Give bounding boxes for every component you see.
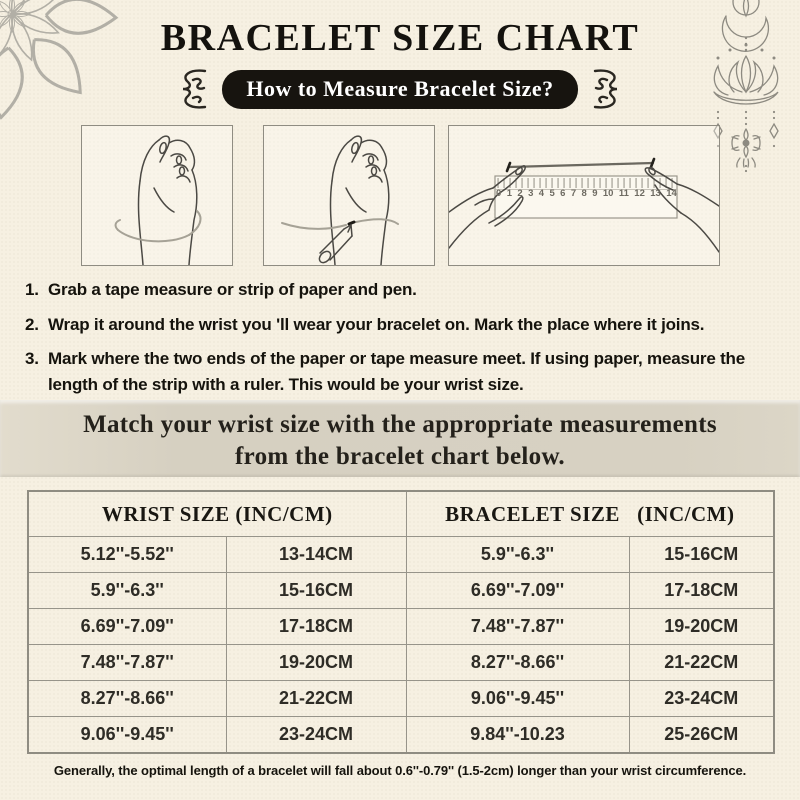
table-cell: 5.12''-5.52'' (27, 536, 227, 573)
table-cell: 17-18CM (225, 608, 407, 645)
step-number: 1. (25, 280, 39, 299)
step-2: 2. Wrap it around the wrist you 'll wear… (25, 312, 781, 338)
step-text: Wrap it around the wrist you 'll wear yo… (48, 314, 705, 334)
step-text: Grab a tape measure or strip of paper an… (48, 280, 417, 299)
instruction-steps: 1. Grab a tape measure or strip of paper… (25, 277, 781, 406)
banner-line-1: Match your wrist size with the appropria… (83, 411, 717, 438)
wrist-size-header: WRIST SIZE (INC/CM) (27, 490, 407, 537)
table-cell: 25-26CM (628, 716, 775, 754)
size-chart-table: WRIST SIZE (INC/CM) BRACELET SIZE (INC/C… (27, 490, 776, 754)
badge-row: How to Measure Bracelet Size? (0, 69, 800, 109)
table-row: 6.69''-7.09'' 17-18CM 7.48''-7.87'' 19-2… (27, 608, 775, 645)
step-number: 3. (25, 349, 39, 368)
pen-mark-illustration (263, 125, 435, 266)
ruler-measure-illustration: 0 1 2 3 4 5 6 7 8 9 10 11 12 13 14 (448, 125, 720, 266)
table-cell: 5.9''-6.3'' (27, 572, 227, 609)
table-row: 7.48''-7.87'' 19-20CM 8.27''-8.66'' 21-2… (27, 644, 775, 681)
table-cell: 23-24CM (225, 716, 407, 754)
ruler-numbers: 0 1 2 3 4 5 6 7 8 9 10 11 12 13 14 (496, 188, 677, 199)
table-row: 5.9''-6.3'' 15-16CM 6.69''-7.09'' 17-18C… (27, 572, 775, 609)
table-cell: 9.06''-9.45'' (27, 716, 227, 754)
table-cell: 21-22CM (225, 680, 407, 717)
step-number: 2. (25, 314, 39, 334)
page-title: BRACELET SIZE CHART (160, 17, 640, 59)
table-cell: 19-20CM (225, 644, 407, 681)
table-header-row: WRIST SIZE (INC/CM) BRACELET SIZE (INC/C… (27, 490, 775, 537)
flourish-right-icon (593, 69, 617, 109)
table-cell: 7.48''-7.87'' (405, 608, 630, 645)
step-1: 1. Grab a tape measure or strip of paper… (25, 277, 781, 303)
table-cell: 8.27''-8.66'' (405, 644, 630, 681)
table-cell: 5.9''-6.3'' (405, 536, 630, 573)
table-cell: 19-20CM (628, 608, 775, 645)
table-cell: 13-14CM (225, 536, 407, 573)
banner-line-2: from the bracelet chart below. (235, 442, 565, 470)
table-cell: 8.27''-8.66'' (27, 680, 227, 717)
table-cell: 6.69''-7.09'' (27, 608, 227, 645)
table-cell: 6.69''-7.09'' (405, 572, 630, 609)
match-size-banner: Match your wrist size with the appropria… (0, 400, 800, 477)
how-to-measure-badge: How to Measure Bracelet Size? (222, 69, 578, 109)
table-cell: 23-24CM (628, 680, 775, 717)
wrist-tape-illustration (81, 125, 233, 266)
bracelet-size-header: BRACELET SIZE (INC/CM) (405, 490, 775, 537)
table-cell: 9.84''-10.23 (405, 716, 630, 754)
table-row: 8.27''-8.66'' 21-22CM 9.06''-9.45'' 23-2… (27, 680, 775, 717)
step-text: Mark where the two ends of the paper or … (48, 349, 745, 394)
flourish-left-icon (183, 69, 207, 109)
table-cell: 17-18CM (628, 572, 775, 609)
table-row: 9.06''-9.45'' 23-24CM 9.84''-10.23 25-26… (27, 716, 775, 754)
table-cell: 15-16CM (225, 572, 407, 609)
footnote: Generally, the optimal length of a brace… (53, 763, 747, 778)
table-row: 5.12''-5.52'' 13-14CM 5.9''-6.3'' 15-16C… (27, 536, 775, 573)
step-3: 3. Mark where the two ends of the paper … (25, 346, 781, 397)
table-cell: 15-16CM (628, 536, 775, 573)
table-cell: 21-22CM (628, 644, 775, 681)
table-cell: 9.06''-9.45'' (405, 680, 630, 717)
table-cell: 7.48''-7.87'' (27, 644, 227, 681)
